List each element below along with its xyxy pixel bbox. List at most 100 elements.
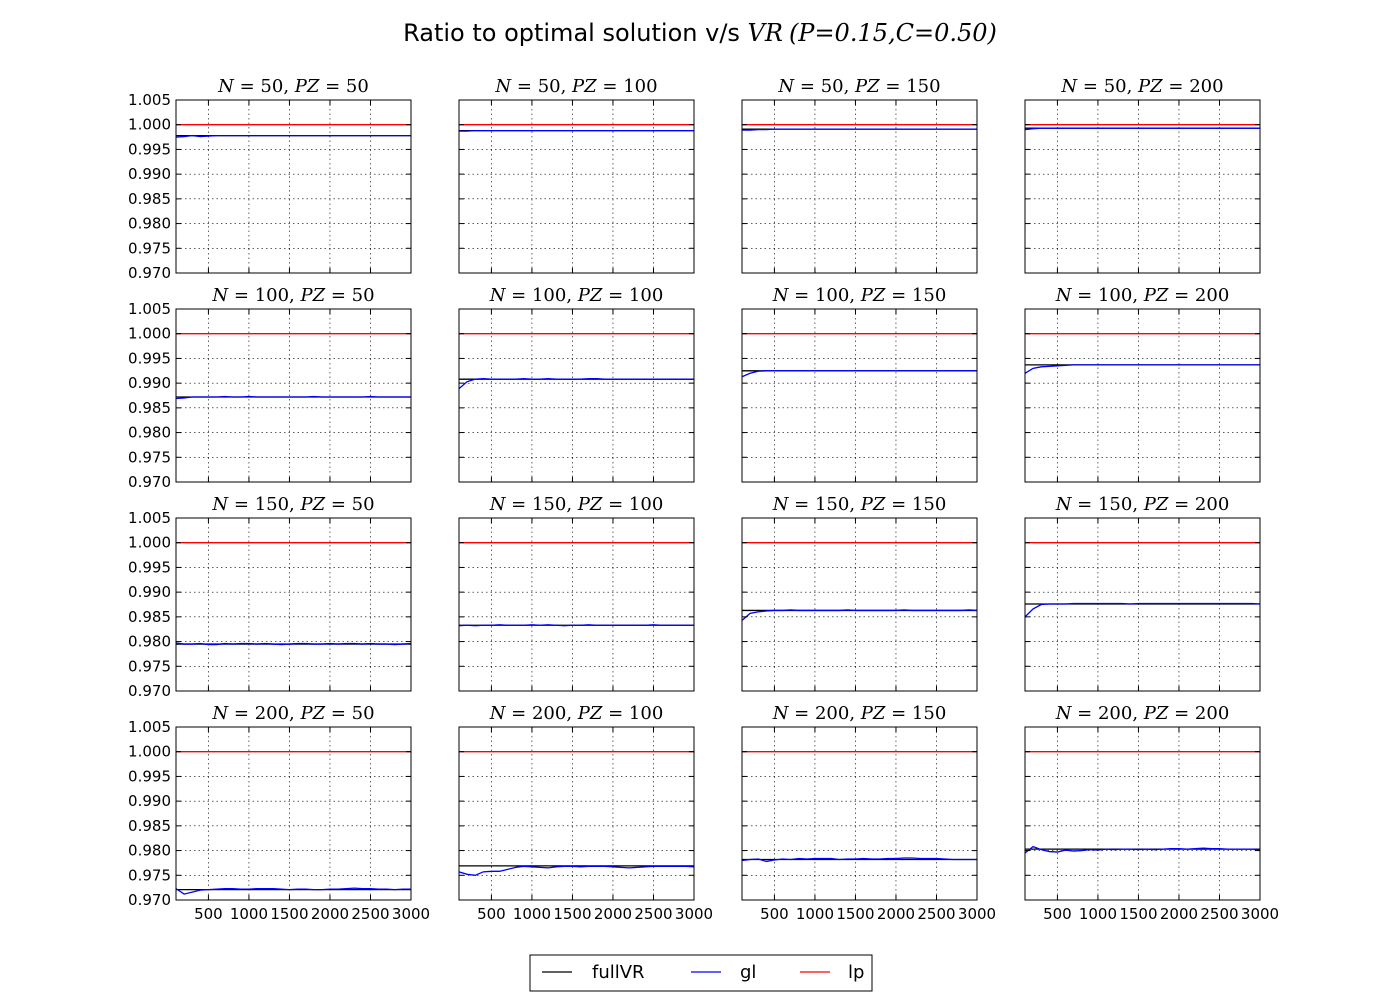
subplot-title-pz-value: = 50 (325, 285, 374, 306)
plot-frame (458, 308, 695, 483)
subplot-title: N = 150, PZ = 100 (489, 494, 664, 515)
plot-area (176, 518, 411, 691)
subplot-title: N = 150, PZ = 150 (772, 494, 947, 515)
legend-label-gl: gl (740, 962, 756, 983)
subplot-title-n-symbol: N (489, 703, 507, 724)
subplot: 0.970 0.975 0.980 0.985 0.990 0.995 1.000 1.005… (128, 285, 412, 491)
subplot: N = 50, PZ = 100 (458, 76, 695, 274)
subplot-title-pz-symbol: PZ (1143, 494, 1169, 515)
subplot-title-n-symbol: N (772, 285, 790, 306)
subplot-title-n-value: = 100, (788, 285, 860, 306)
y-tick-label: 0.985 (128, 817, 171, 835)
subplot-title: N = 50, PZ = 50 (217, 76, 369, 97)
subplot: 500 1000 1500 2000 2500 3000 N = 200, PZ = 200 (1024, 703, 1279, 923)
subplot-title-n-symbol: N (1055, 703, 1073, 724)
y-tick-label: 0.995 (128, 140, 171, 158)
subplot-title-pz-symbol: PZ (577, 494, 603, 515)
x-tick-label: 1500 (270, 905, 308, 923)
plot-area (459, 100, 694, 273)
series-line-gl (458, 624, 694, 627)
subplot-title: N = 50, PZ = 150 (777, 76, 940, 97)
subplot-title-n-symbol: N (489, 285, 507, 306)
subplot: N = 100, PZ = 150 (741, 285, 978, 483)
plot-area (742, 309, 977, 482)
plot-frame (741, 308, 978, 483)
subplot-title-pz-value: = 150 (880, 76, 941, 97)
subplot-title-n-symbol: N (489, 494, 507, 515)
series-line-gl (175, 134, 411, 138)
series-line-gl (1024, 127, 1260, 131)
series-line-gl (175, 642, 412, 646)
y-tick-label: 0.985 (128, 190, 171, 208)
legend-label-fullvr: fullVR (592, 962, 645, 983)
y-tick-label: 0.970 (128, 264, 171, 282)
subplot-title-pz-value: = 150 (885, 285, 946, 306)
series-line-gl (1024, 602, 1261, 618)
subplot-title-n-symbol: N (772, 703, 790, 724)
subplot: N = 150, PZ = 150 (741, 494, 978, 692)
series-line-gl (1024, 845, 1261, 854)
plot-frame (741, 726, 978, 901)
x-tick-label: 2500 (634, 905, 672, 923)
subplot: N = 100, PZ = 200 (1024, 285, 1261, 483)
x-tick-label: 1500 (553, 905, 591, 923)
subplot-title: N = 100, PZ = 150 (772, 285, 947, 306)
figure-title-prefix: Ratio to optimal solution v/s (403, 19, 747, 47)
y-tick-label: 0.970 (128, 473, 171, 491)
subplot-title-pz-symbol: PZ (860, 285, 886, 306)
x-tick-label: 3000 (392, 905, 430, 923)
x-tick-label: 3000 (958, 905, 996, 923)
x-tick-label: 2500 (1200, 905, 1238, 923)
subplot-title: N = 200, PZ = 150 (772, 703, 947, 724)
subplot-title-pz-value: = 100 (597, 76, 658, 97)
y-tick-label: 0.980 (128, 842, 171, 860)
subplot: 500 1000 1500 2000 2500 3000 N = 200, PZ = 100 (458, 703, 713, 923)
subplot-title-n-value: = 150, (228, 494, 300, 515)
subplot-title-pz-symbol: PZ (1143, 703, 1169, 724)
plot-frame (1024, 726, 1261, 901)
subplot: 0.970 0.975 0.980 0.985 0.990 0.995 1.000 1.005… (128, 76, 412, 282)
subplot-title-pz-symbol: PZ (571, 76, 597, 97)
plot-frame (175, 517, 412, 692)
subplot-title-n-value: = 200, (228, 703, 300, 724)
subplot-title: N = 50, PZ = 100 (494, 76, 657, 97)
y-tick-label: 0.995 (128, 349, 171, 367)
subplot-title-pz-symbol: PZ (577, 285, 603, 306)
plot-area (459, 518, 694, 691)
subplot-title-pz-symbol: PZ (300, 494, 326, 515)
subplot-grid: 0.970 0.975 0.980 0.985 0.990 0.995 1.000 1.005… (128, 76, 1279, 923)
series-line-gl (458, 865, 695, 876)
subplot-title-n-symbol: N (211, 494, 229, 515)
subplot-title-n-symbol: N (217, 76, 235, 97)
y-tick-label: 0.990 (128, 165, 171, 183)
plot-area (1025, 100, 1260, 273)
x-tick-label: 2000 (1160, 905, 1198, 923)
figure-title-var: VR (748, 19, 783, 47)
subplot-title-pz-symbol: PZ (1143, 285, 1169, 306)
subplot: N = 50, PZ = 200 (1024, 76, 1261, 274)
plot-frame (458, 726, 695, 901)
plot-area (1025, 727, 1260, 900)
y-tick-label: 0.975 (128, 448, 171, 466)
legend-label-lp: lp (848, 962, 864, 983)
subplot-title-pz-symbol: PZ (300, 703, 326, 724)
plot-frame (1024, 517, 1261, 692)
plot-area (176, 100, 411, 273)
y-tick-label: 0.970 (128, 682, 171, 700)
y-tick-label: 1.000 (128, 325, 171, 343)
subplot-title: N = 100, PZ = 50 (211, 285, 374, 306)
series-line-gl (741, 609, 978, 621)
subplot-title: N = 200, PZ = 200 (1055, 703, 1230, 724)
series-line-gl (742, 128, 977, 131)
subplot-title-n-symbol: N (1055, 494, 1073, 515)
subplot-title-pz-value: = 100 (602, 494, 663, 515)
plot-area (176, 727, 411, 900)
subplot-title-pz-symbol: PZ (860, 494, 886, 515)
subplot-title-n-value: = 100, (1071, 285, 1143, 306)
subplot-title-n-value: = 50, (234, 76, 295, 97)
x-tick-label: 2000 (877, 905, 915, 923)
subplot: N = 150, PZ = 100 (458, 494, 695, 692)
subplot-title-n-value: = 50, (1077, 76, 1138, 97)
subplot-title-pz-symbol: PZ (294, 76, 320, 97)
subplot-title-pz-value: = 100 (602, 703, 663, 724)
